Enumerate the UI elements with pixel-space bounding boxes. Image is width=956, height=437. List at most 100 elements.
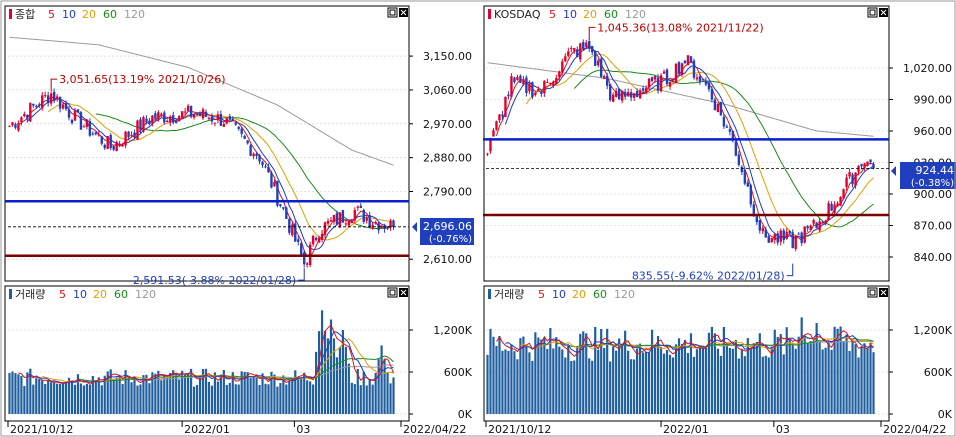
candle: [213, 122, 217, 124]
candle: [674, 63, 678, 83]
volume-bar: [85, 383, 88, 414]
maximize-icon[interactable]: [867, 287, 878, 298]
volume-bar: [522, 336, 525, 414]
candle: [662, 71, 666, 74]
legend-ma120[interactable]: 120: [124, 8, 145, 21]
volume-bar: [184, 373, 187, 414]
volume-bar: [564, 357, 567, 414]
volume-bar: [561, 349, 564, 414]
volume-bar: [695, 349, 699, 414]
candle: [186, 105, 190, 111]
close-icon[interactable]: [879, 288, 888, 297]
candle: [276, 180, 279, 206]
candle: [791, 232, 794, 249]
volume-bar: [624, 330, 627, 414]
volume-bar: [612, 346, 615, 414]
volume-bar: [746, 338, 749, 414]
volume-bar: [585, 333, 588, 414]
close-icon[interactable]: [399, 288, 408, 297]
maximize-icon[interactable]: [387, 287, 398, 298]
candle: [770, 238, 773, 243]
legend-ma60[interactable]: 60: [103, 8, 117, 21]
candle: [252, 153, 255, 157]
candle: [582, 42, 585, 49]
legend-ma60[interactable]: 60: [114, 288, 128, 301]
legend-ma5[interactable]: 5: [538, 288, 545, 301]
candle: [600, 58, 603, 77]
candle: [103, 144, 106, 149]
legend-title: 거래량: [15, 288, 45, 301]
volume-bar: [225, 384, 228, 414]
maximize-icon[interactable]: [867, 7, 878, 18]
candle: [82, 126, 86, 128]
volume-bar: [734, 339, 737, 414]
volume-bar: [603, 348, 606, 414]
close-icon[interactable]: [879, 8, 888, 17]
y-tick-label: 3,060.00: [423, 84, 472, 97]
volume-bar: [344, 346, 347, 414]
candle: [740, 166, 744, 173]
legend-ma60[interactable]: 60: [593, 288, 607, 301]
legend-ma5[interactable]: 5: [59, 288, 66, 301]
volume-bar: [222, 369, 225, 414]
candle: [486, 153, 489, 155]
volume-bar: [836, 328, 839, 414]
x-tick-label: 2021/10/12: [10, 423, 73, 436]
legend-ma120[interactable]: 120: [625, 8, 646, 21]
volume-bar: [285, 384, 288, 414]
volume-bar: [148, 383, 151, 414]
volume-bar: [47, 380, 50, 414]
volume-bar: [860, 346, 863, 414]
volume-bar: [707, 332, 711, 414]
volume-bar: [621, 343, 624, 414]
panel-border: [483, 285, 890, 422]
volume-bar: [519, 338, 522, 414]
legend-ma20[interactable]: 20: [93, 288, 107, 301]
legend-ma10[interactable]: 10: [62, 8, 76, 21]
volume-bar: [323, 331, 327, 414]
candle: [17, 123, 20, 131]
legend-ma20[interactable]: 20: [583, 8, 597, 21]
x-tick-label: 2022/01: [663, 423, 709, 436]
candle: [635, 91, 639, 97]
candle: [228, 116, 231, 120]
candle: [588, 41, 591, 49]
vol-ma10-line: [27, 330, 394, 384]
kospi-price-legend: 종합 5 10 20 60 120: [9, 8, 145, 21]
legend-ma5[interactable]: 5: [549, 8, 556, 21]
candle: [371, 224, 374, 229]
candle: [668, 81, 672, 87]
volume-bar: [315, 351, 318, 414]
legend-ma120[interactable]: 120: [135, 288, 156, 301]
legend-ma60[interactable]: 60: [604, 8, 618, 21]
legend-ma5[interactable]: 5: [48, 8, 55, 21]
volume-bar: [644, 352, 648, 414]
candle: [180, 111, 184, 118]
legend-ma20[interactable]: 20: [572, 288, 586, 301]
candle: [222, 124, 226, 127]
candle: [513, 77, 516, 83]
candle: [279, 204, 282, 207]
maximize-icon[interactable]: [387, 7, 398, 18]
volume-bar: [785, 327, 788, 414]
candle: [49, 93, 53, 104]
close-icon[interactable]: [399, 8, 408, 17]
y-tick-label: 840.00: [914, 251, 953, 264]
candle: [504, 96, 507, 117]
legend-ma10[interactable]: 10: [563, 8, 577, 21]
legend-ma120[interactable]: 120: [614, 288, 635, 301]
volume-bar: [776, 336, 779, 414]
legend-ma10[interactable]: 10: [552, 288, 566, 301]
legend-ma10[interactable]: 10: [73, 288, 87, 301]
volume-bar: [851, 340, 854, 414]
legend-ma20[interactable]: 20: [82, 8, 96, 21]
candle: [356, 206, 359, 208]
candle: [341, 210, 345, 223]
volume-bar: [824, 347, 827, 414]
volume-bar: [854, 344, 857, 414]
volume-bar: [356, 369, 359, 414]
volume-bar: [56, 383, 59, 414]
volume-bar: [674, 344, 678, 414]
candle: [629, 92, 633, 98]
volume-bar: [498, 335, 501, 414]
